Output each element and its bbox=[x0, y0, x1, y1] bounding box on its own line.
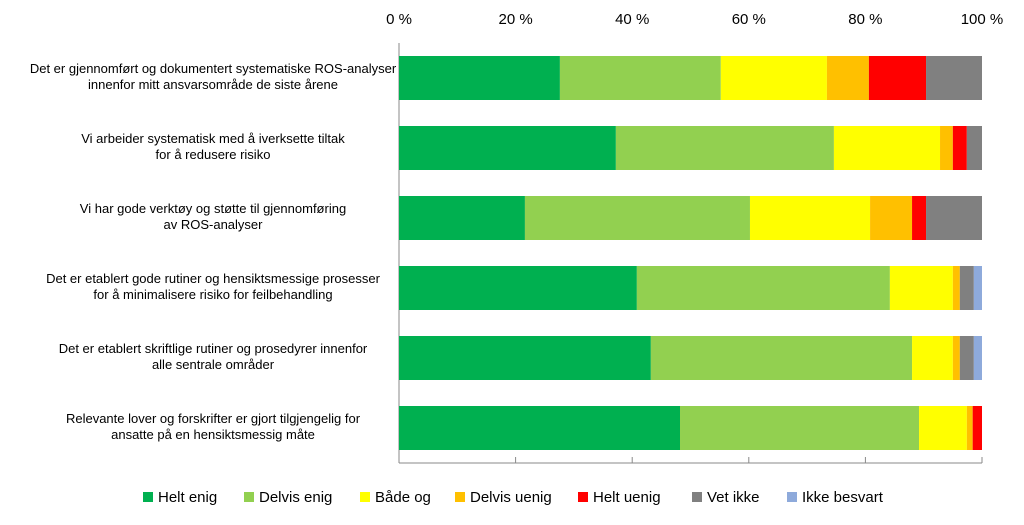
bar-segment bbox=[399, 126, 616, 170]
bar-segment bbox=[680, 406, 920, 450]
legend-swatch bbox=[244, 492, 254, 502]
bar-segment bbox=[926, 56, 982, 100]
category-label: Det er etablert gode rutiner og hensikts… bbox=[46, 271, 381, 302]
bar-segment bbox=[868, 56, 927, 100]
category-label: Det er gjennomført og dokumentert system… bbox=[30, 61, 397, 92]
bar-segment bbox=[650, 336, 913, 380]
x-tick-label: 100 % bbox=[961, 11, 1004, 28]
bar-segment bbox=[959, 336, 974, 380]
legend-label: Delvis enig bbox=[259, 489, 332, 506]
bar-segment bbox=[749, 196, 871, 240]
bar-segment bbox=[720, 56, 827, 100]
legend-swatch bbox=[360, 492, 370, 502]
x-tick-label: 40 % bbox=[615, 11, 649, 28]
bar-segment bbox=[959, 266, 974, 310]
bar-segment bbox=[399, 56, 560, 100]
bar-segment bbox=[926, 196, 982, 240]
bar-segment bbox=[870, 196, 913, 240]
bar-segment bbox=[636, 266, 890, 310]
legend-swatch bbox=[692, 492, 702, 502]
bar-segment bbox=[966, 406, 973, 450]
x-tick-label: 80 % bbox=[848, 11, 882, 28]
category-label: Det er etablert skriftlige rutiner og pr… bbox=[59, 341, 368, 372]
legend-swatch bbox=[578, 492, 588, 502]
legend-label: Delvis uenig bbox=[470, 489, 552, 506]
bar-segment bbox=[559, 56, 721, 100]
category-label: Vi arbeider systematisk med å iverksette… bbox=[81, 131, 345, 162]
bar-segment bbox=[399, 406, 681, 450]
bar-segment bbox=[952, 266, 960, 310]
bar-segment bbox=[826, 56, 869, 100]
category-label: Vi har gode verktøy og støtte til gjenno… bbox=[80, 201, 346, 232]
bar-segment bbox=[912, 196, 927, 240]
bar-segment bbox=[399, 336, 651, 380]
bar-segment bbox=[973, 336, 982, 380]
bar-segment bbox=[399, 196, 525, 240]
x-tick-label: 20 % bbox=[498, 11, 532, 28]
bar-segment bbox=[972, 406, 982, 450]
legend-swatch bbox=[455, 492, 465, 502]
bar-segment bbox=[912, 336, 953, 380]
bar-segment bbox=[889, 266, 953, 310]
bar-segment bbox=[952, 126, 967, 170]
legend-label: Helt enig bbox=[158, 489, 217, 506]
bar-segment bbox=[399, 266, 637, 310]
legend-label: Helt uenig bbox=[593, 489, 661, 506]
x-tick-label: 60 % bbox=[732, 11, 766, 28]
bar-segment bbox=[952, 336, 960, 380]
bar-segment bbox=[833, 126, 941, 170]
legend-label: Vet ikke bbox=[707, 489, 760, 506]
bar-segment bbox=[919, 406, 967, 450]
bar-segment bbox=[940, 126, 953, 170]
bar-segment bbox=[615, 126, 834, 170]
bar-segment bbox=[524, 196, 750, 240]
category-label: Relevante lover og forskrifter er gjort … bbox=[66, 411, 361, 442]
bar-segment bbox=[966, 126, 982, 170]
legend-swatch bbox=[143, 492, 153, 502]
legend-label: Ikke besvart bbox=[802, 489, 884, 506]
x-tick-label: 0 % bbox=[386, 11, 412, 28]
legend-label: Både og bbox=[375, 489, 431, 506]
bar-segment bbox=[973, 266, 982, 310]
legend-swatch bbox=[787, 492, 797, 502]
